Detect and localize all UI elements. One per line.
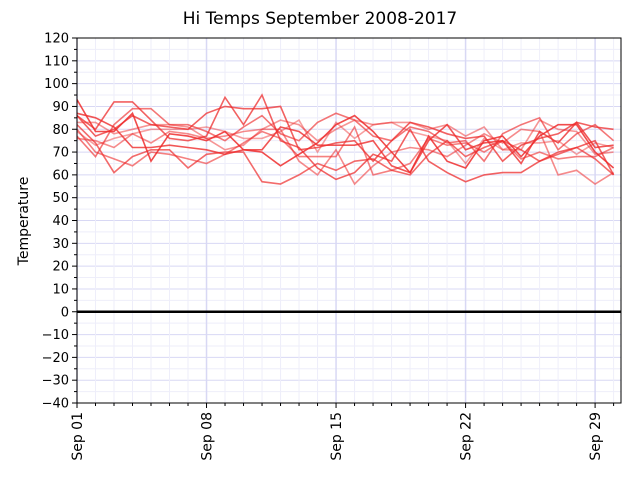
- series-line-5: [76, 125, 614, 176]
- y-tick-label: −20: [42, 351, 69, 366]
- y-tick-label: −30: [42, 374, 69, 389]
- x-axis: Sep 01 Sep 08 Sep 15 Sep 22 Sep 29: [70, 403, 615, 461]
- series-line-6: [76, 93, 615, 183]
- y-tick-label: 50: [52, 191, 69, 206]
- y-tick-label: 90: [52, 100, 69, 115]
- x-tick-label: Sep 08: [200, 412, 216, 461]
- chart-title: Hi Temps September 2008-2017: [183, 9, 458, 29]
- y-axis-label: Temperature: [16, 177, 32, 267]
- y-tick-label: 0: [61, 305, 69, 320]
- y-tick-label: 40: [52, 214, 69, 229]
- y-tick-label: 60: [52, 168, 69, 183]
- y-tick-label: 70: [52, 146, 69, 161]
- y-tick-label: 30: [52, 237, 69, 252]
- x-tick-label: Sep 29: [588, 412, 604, 461]
- y-tick-label: 110: [44, 54, 69, 69]
- y-tick-label: 100: [44, 77, 69, 92]
- series-line-7: [76, 128, 615, 186]
- y-tick-label: 20: [52, 260, 69, 275]
- series-line-1: [76, 99, 615, 175]
- y-tick-label: −40: [42, 397, 69, 412]
- x-tick-label: Sep 22: [459, 412, 475, 461]
- x-tick-label: Sep 01: [70, 412, 86, 461]
- y-tick-label: 120: [44, 32, 69, 47]
- series-line-10: [76, 107, 615, 163]
- x-tick-label: Sep 15: [329, 412, 345, 461]
- y-tick-label: 80: [52, 123, 69, 138]
- y-tick-label: −10: [42, 328, 69, 343]
- series-group: [76, 93, 615, 186]
- y-tick-label: 10: [52, 282, 69, 297]
- series-line-9: [76, 118, 614, 165]
- grid: [76, 37, 621, 404]
- series-line-8: [77, 119, 614, 156]
